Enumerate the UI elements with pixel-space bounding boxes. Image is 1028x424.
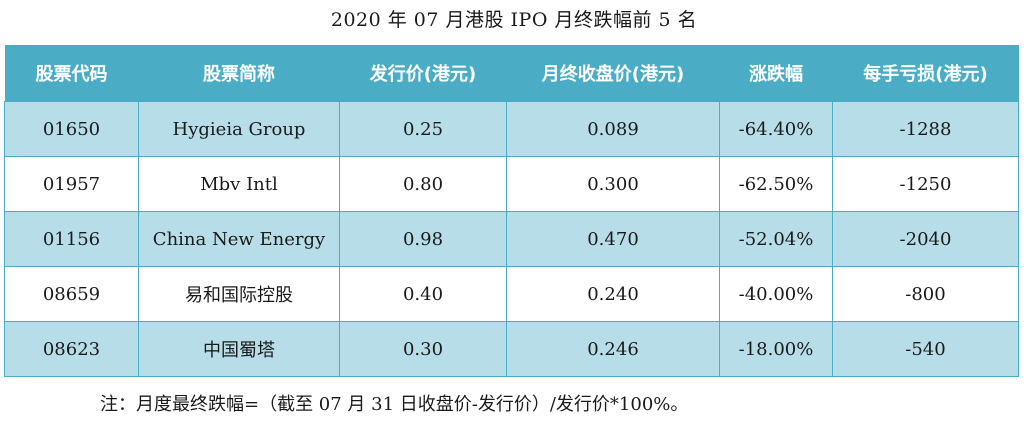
cell-stock-name: 中国蜀塔 [138,321,340,377]
table-row: 08659 易和国际控股 0.40 0.240 -40.00% -800 [4,266,1019,322]
cell-loss-per-lot: -540 [832,321,1019,377]
cell-issue-price: 0.98 [339,211,507,267]
header-stock-code: 股票代码 [4,45,139,102]
cell-stock-name: China New Energy [138,211,340,267]
table-title: 2020 年 07 月港股 IPO 月终跌幅前 5 名 [330,9,698,31]
table-row: 08623 中国蜀塔 0.30 0.246 -18.00% -540 [4,321,1019,377]
cell-stock-code: 01650 [4,101,139,157]
cell-stock-name: 易和国际控股 [138,266,340,322]
table-header-row: 股票代码 股票简称 发行价(港元) 月终收盘价(港元) 涨跌幅 每手亏损(港元) [4,45,1019,102]
cell-issue-price: 0.80 [339,156,507,212]
cell-change: -64.40% [719,101,833,157]
cell-loss-per-lot: -1250 [832,156,1019,212]
cell-change: -52.04% [719,211,833,267]
cell-change: -62.50% [719,156,833,212]
cell-loss-per-lot: -1288 [832,101,1019,157]
cell-change: -18.00% [719,321,833,377]
cell-close-price: 0.089 [506,101,720,157]
table-row: 01957 Mbv Intl 0.80 0.300 -62.50% -1250 [4,156,1019,212]
cell-loss-per-lot: -800 [832,266,1019,322]
cell-issue-price: 0.40 [339,266,507,322]
cell-stock-name: Mbv Intl [138,156,340,212]
header-loss-per-lot: 每手亏损(港元) [832,45,1019,102]
header-change: 涨跌幅 [719,45,833,102]
header-stock-name: 股票简称 [138,45,340,102]
cell-stock-code: 01156 [4,211,139,267]
ipo-decliners-table: 股票代码 股票简称 发行价(港元) 月终收盘价(港元) 涨跌幅 每手亏损(港元)… [4,45,1019,377]
table-row: 01156 China New Energy 0.98 0.470 -52.04… [4,211,1019,267]
cell-stock-code: 01957 [4,156,139,212]
cell-stock-code: 08623 [4,321,139,377]
cell-change: -40.00% [719,266,833,322]
cell-issue-price: 0.25 [339,101,507,157]
cell-close-price: 0.300 [506,156,720,212]
table-row: 01650 Hygieia Group 0.25 0.089 -64.40% -… [4,101,1019,157]
cell-close-price: 0.240 [506,266,720,322]
cell-close-price: 0.246 [506,321,720,377]
header-issue-price: 发行价(港元) [339,45,507,102]
cell-stock-name: Hygieia Group [138,101,340,157]
header-close-price: 月终收盘价(港元) [506,45,720,102]
cell-issue-price: 0.30 [339,321,507,377]
footnote: 注：月度最终跌幅=（截至 07 月 31 日收盘价-发行价）/发行价*100%。 [100,394,689,415]
cell-close-price: 0.470 [506,211,720,267]
cell-stock-code: 08659 [4,266,139,322]
cell-loss-per-lot: -2040 [832,211,1019,267]
